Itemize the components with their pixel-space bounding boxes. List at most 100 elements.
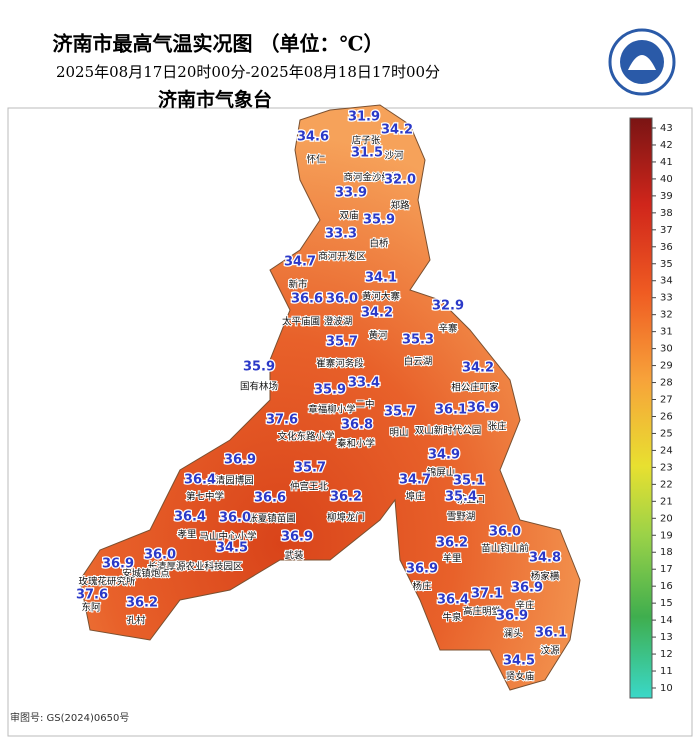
- place-name: 东阿: [81, 602, 101, 614]
- place-name: 仲宫王北: [290, 481, 329, 493]
- temperature-value: 36.6: [254, 491, 286, 506]
- temperature-value: 34.2: [462, 361, 494, 376]
- temperature-value: 36.9: [406, 562, 438, 577]
- temperature-value: 34.7: [399, 473, 431, 488]
- temperature-value: 37.6: [76, 588, 108, 603]
- temperature-value: 36.2: [330, 490, 362, 505]
- colorbar-label: 23: [660, 462, 673, 473]
- place-name: 牛泉: [442, 612, 462, 624]
- place-name: 汶源: [540, 645, 560, 657]
- place-name: 新市: [288, 279, 308, 291]
- colorbar-label: 24: [660, 445, 673, 456]
- temperature-value: 36.6: [291, 292, 323, 307]
- colorbar-label: 27: [660, 395, 673, 406]
- place-name: 文化东路小学: [277, 431, 334, 443]
- colorbar: [629, 117, 653, 699]
- temperature-value: 34.6: [297, 130, 329, 145]
- place-name: 第七中学: [186, 491, 224, 503]
- colorbar-label: 29: [660, 361, 673, 372]
- temperature-value: 35.9: [363, 213, 395, 228]
- place-name: 雪野湖: [447, 512, 476, 523]
- place-name: 商河开发区: [318, 251, 366, 263]
- colorbar-label: 39: [660, 191, 673, 202]
- place-name: 埠庄: [405, 491, 425, 503]
- colorbar-label: 35: [660, 259, 673, 270]
- place-name: 张庄: [487, 421, 507, 433]
- temperature-value: 36.4: [437, 593, 469, 608]
- temperature-value: 34.8: [529, 551, 561, 566]
- place-name: 安城镇炮点: [122, 568, 170, 580]
- colorbar-label: 32: [660, 310, 673, 321]
- place-name: 店子张: [352, 135, 381, 147]
- title: 济南市最高气温实况图 （单位：℃）: [53, 32, 384, 56]
- colorbar-label: 36: [660, 242, 673, 253]
- colorbar-label: 11: [660, 666, 673, 677]
- temperature-value: 31.9: [348, 110, 380, 125]
- temperature-value: 33.3: [325, 227, 357, 242]
- temperature-value: 34.1: [365, 271, 397, 286]
- place-name: 贤女庙: [506, 671, 535, 683]
- colorbar-label: 34: [660, 276, 673, 287]
- colorbar-label: 38: [660, 208, 673, 219]
- place-name: 商河金沙绿港: [343, 172, 401, 184]
- place-name: 张夏镇苗圃: [248, 513, 296, 525]
- temperature-value: 34.5: [503, 654, 535, 669]
- colorbar-label: 15: [660, 598, 673, 609]
- colorbar-label: 42: [660, 140, 673, 151]
- colorbar-label: 21: [660, 496, 673, 507]
- colorbar-label: 28: [660, 378, 673, 389]
- temperature-value: 36.1: [535, 626, 567, 641]
- temperature-value: 36.0: [489, 525, 521, 540]
- temperature-value: 33.9: [335, 186, 367, 201]
- place-name: 玫瑰花研究所: [78, 576, 136, 588]
- temperature-value: 36.9: [511, 581, 543, 596]
- colorbar-label: 30: [660, 344, 673, 355]
- temperature-value: 35.7: [384, 405, 416, 420]
- place-name: 白桥: [369, 238, 389, 250]
- temperature-value: 36.9: [496, 609, 528, 624]
- temperature-value: 34.5: [216, 541, 248, 556]
- temperature-value: 32.9: [432, 299, 464, 314]
- temperature-value: 36.4: [174, 510, 206, 525]
- place-name: 黄河大寨: [362, 291, 401, 303]
- temperature-value: 34.2: [361, 306, 393, 321]
- temperature-value: 35.9: [243, 360, 275, 375]
- temperature-value: 37.6: [266, 413, 298, 428]
- place-name: 长清厚源农业科技园区: [147, 561, 243, 573]
- colorbar-label: 22: [660, 479, 673, 490]
- temperature-value: 31.5: [351, 146, 383, 161]
- colorbar-label: 37: [660, 225, 673, 236]
- place-name: 高庄明堂: [463, 606, 501, 618]
- place-name: 长清园博园: [206, 475, 254, 487]
- colorbar-label: 14: [660, 615, 673, 626]
- place-name: 明山: [389, 428, 408, 439]
- place-name: 怀仁: [306, 154, 326, 166]
- place-name: 羊里: [442, 553, 461, 565]
- colorbar-label: 16: [660, 581, 673, 592]
- colorbar-label: 18: [660, 547, 673, 558]
- colorbar-label: 43: [660, 123, 673, 134]
- temperature-value: 36.2: [436, 536, 468, 551]
- temperature-value: 32.0: [384, 173, 416, 188]
- subtitle: 2025年08月17日20时00分-2025年08月18日17时00分: [56, 63, 440, 81]
- place-name: 郑路: [390, 200, 410, 212]
- place-name: 杨庄: [412, 581, 432, 593]
- temperature-value: 34.2: [381, 123, 413, 138]
- place-name: 二中: [355, 399, 374, 411]
- temperature-value: 36.9: [467, 401, 499, 416]
- temperature-value: 36.1: [435, 403, 467, 418]
- colorbar-label: 10: [660, 683, 673, 694]
- temperature-value: 36.9: [281, 530, 313, 545]
- colorbar-label: 20: [660, 513, 673, 524]
- temperature-value: 36.8: [341, 418, 373, 433]
- colorbar-label: 13: [660, 632, 673, 643]
- place-name: 孔村: [126, 615, 146, 627]
- place-name: 相公庄叮家: [451, 382, 499, 394]
- temperature-value: 36.0: [326, 292, 358, 307]
- temperature-value: 36.2: [126, 596, 158, 611]
- temperature-value: 33.4: [348, 376, 380, 391]
- place-name: 马山中心小学: [199, 531, 256, 543]
- place-name: 崔寨河务段: [316, 358, 364, 370]
- temperature-value: 35.1: [453, 474, 485, 489]
